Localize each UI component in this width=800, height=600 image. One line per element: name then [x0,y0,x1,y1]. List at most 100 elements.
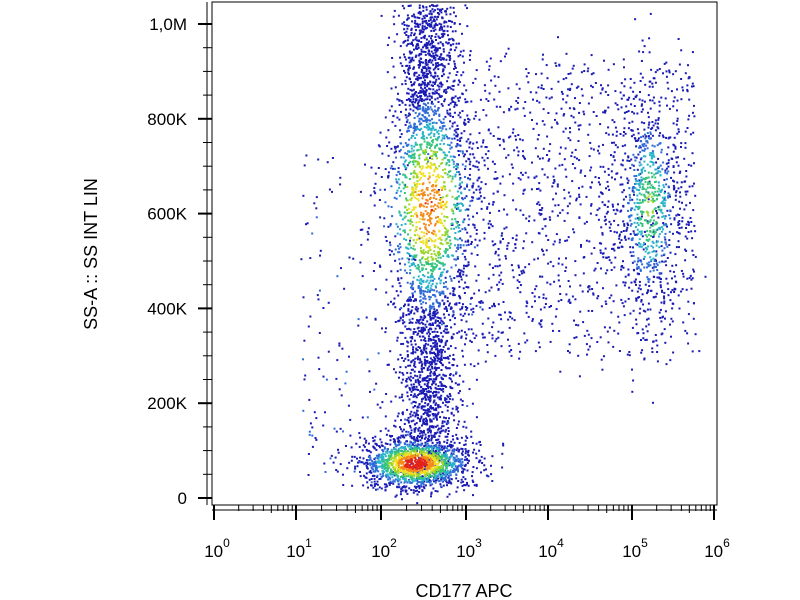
event-dot [572,64,575,67]
event-dot [617,332,620,335]
event-dot [566,239,569,242]
event-dot [422,5,424,8]
event-dot [459,182,462,185]
event-dot [429,372,432,375]
event-dot [433,313,436,316]
event-dot [428,71,431,74]
event-dot [399,233,402,236]
event-dot [451,20,453,23]
event-dot [532,98,534,101]
event-dot [411,284,414,287]
event-dot [425,70,428,73]
event-dot [479,98,482,101]
event-dot [571,67,574,70]
event-dot [395,494,398,497]
event-dot [573,336,576,339]
event-dot [441,292,444,295]
event-dot [610,170,613,173]
event-dot [676,231,679,234]
event-dot [439,95,442,98]
event-dot [541,157,544,160]
event-dot [586,329,589,332]
event-dot [647,111,649,114]
event-dot [367,227,370,230]
event-dot [425,390,428,393]
event-dot [672,105,675,108]
event-dot [586,70,589,73]
event-dot [614,90,617,93]
event-dot [660,320,663,323]
event-dot [682,321,685,324]
event-dot [471,475,473,478]
event-dot [410,340,412,343]
event-dot [351,484,354,487]
event-dot [422,74,425,77]
event-dot [375,464,378,467]
event-dot [431,317,433,320]
event-dot [655,250,658,253]
event-dot [508,350,511,353]
event-dot [440,339,443,342]
event-dot [537,341,540,344]
event-dot [537,86,540,89]
event-dot [361,228,364,231]
event-dot [601,232,604,235]
event-dot [363,474,365,477]
event-dot [444,435,447,438]
event-dot [473,224,476,227]
event-dot [687,220,690,223]
event-dot [499,278,502,281]
event-dot [613,159,616,162]
event-dot [691,185,694,188]
event-dot [408,313,411,316]
event-dot [476,212,478,215]
event-dot [376,461,379,464]
event-dot [429,10,432,13]
event-dot [497,126,500,129]
event-dot [633,105,636,107]
event-dot [466,7,468,10]
event-dot [620,163,623,166]
event-dot [446,394,449,397]
event-dot [618,350,621,352]
event-dot [450,146,453,149]
event-dot [465,89,468,92]
event-dot [443,25,446,28]
event-dot [458,154,460,157]
event-dot [406,119,409,122]
event-dot [567,137,570,140]
event-dot [566,205,569,208]
event-dot [411,58,413,61]
event-dot [618,321,621,324]
event-dot [437,354,440,357]
event-dot [442,32,445,35]
event-dot [439,126,442,129]
event-dot [453,67,455,70]
event-dot [415,91,417,93]
event-dot [416,77,419,80]
event-dot [401,378,404,381]
event-dot [349,418,352,421]
event-dot [418,4,421,7]
event-dot [401,411,404,414]
event-dot [408,155,411,158]
event-dot [430,13,433,16]
event-dot [420,122,423,125]
event-dot [475,304,478,307]
event-dot [422,76,425,79]
event-dot [498,313,501,316]
event-dot [469,50,472,53]
event-dot [442,390,445,393]
event-dot [452,38,455,41]
event-dot [538,157,541,160]
event-dot [436,353,439,356]
event-dot [608,226,611,229]
event-dot [554,204,557,207]
event-dot [644,137,647,140]
event-dot [649,137,652,140]
event-dot [669,299,672,302]
event-dot [468,189,471,192]
event-dot [651,134,654,137]
event-dot [444,285,447,288]
event-dot [435,112,438,115]
